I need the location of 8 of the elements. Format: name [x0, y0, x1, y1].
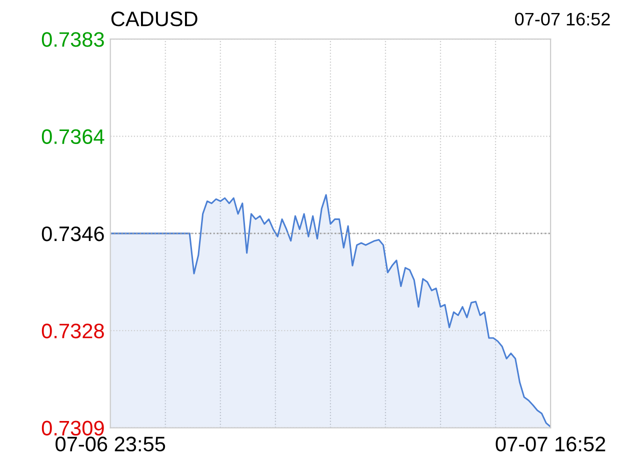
- y-tick-label: 0.7328: [42, 324, 104, 338]
- y-tick-label: 0.7364: [42, 129, 104, 144]
- text: 07-07 16:52: [515, 12, 610, 26]
- y-tick-label: 0.7309: [42, 420, 104, 436]
- chart-title: CADUSD: [111, 12, 198, 26]
- x-tick-label: 07-06 23:55: [56, 436, 166, 452]
- y-tick-label: 0.7383: [42, 32, 104, 47]
- y-tick-label: 0.7346: [42, 226, 104, 242]
